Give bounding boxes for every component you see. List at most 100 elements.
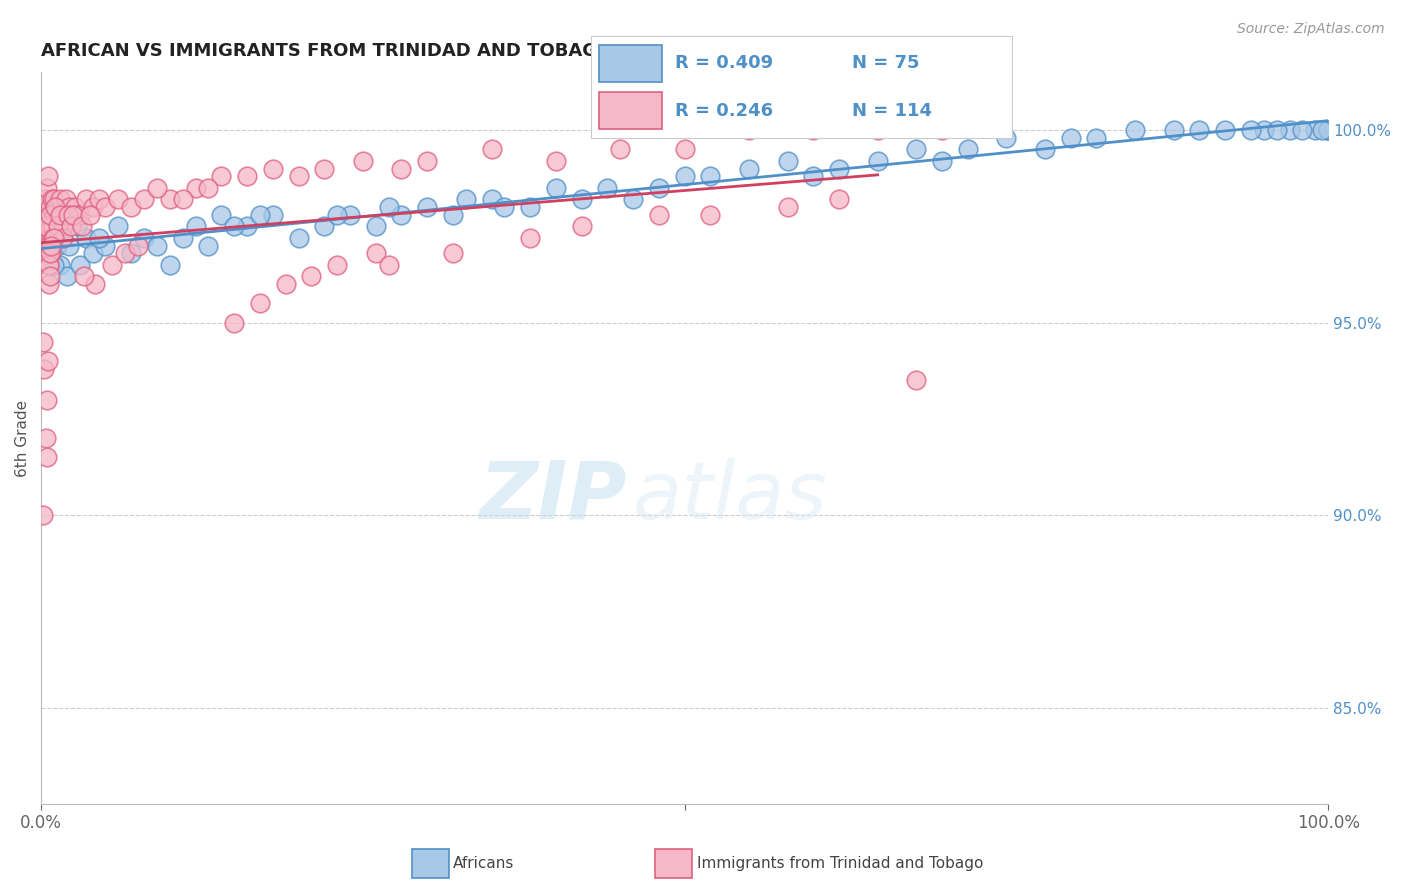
Point: [197, 181, 219, 195]
Point: [46, 208, 69, 222]
Point: [38, 208, 60, 222]
Point: [87, 193, 110, 207]
Point: [42, 219, 65, 234]
Point: [32, 200, 55, 214]
Point: [60, 208, 83, 222]
Point: [326, 208, 349, 222]
Point: [596, 181, 619, 195]
Point: [441, 208, 464, 222]
Point: [41, 208, 63, 222]
Point: [35, 246, 58, 260]
Point: [377, 200, 399, 214]
Point: [49, 258, 72, 272]
Point: [673, 143, 696, 157]
Point: [905, 374, 928, 388]
Point: [120, 246, 142, 260]
Point: [58, 238, 80, 252]
Point: [1317, 123, 1340, 137]
Point: [184, 181, 207, 195]
Point: [72, 269, 94, 284]
Point: [37, 238, 59, 252]
Point: [1163, 123, 1185, 137]
Point: [82, 246, 104, 260]
Point: [120, 200, 142, 214]
Point: [364, 219, 387, 234]
Point: [828, 193, 851, 207]
Point: [45, 200, 67, 214]
Text: Africans: Africans: [453, 856, 515, 871]
Point: [621, 193, 644, 207]
Point: [52, 219, 75, 234]
Point: [801, 123, 824, 137]
Point: [46, 219, 69, 234]
Point: [41, 246, 63, 260]
Point: [56, 208, 79, 222]
Point: [41, 231, 63, 245]
Point: [1060, 131, 1083, 145]
Point: [38, 258, 60, 272]
Point: [101, 258, 124, 272]
Point: [127, 238, 149, 252]
Point: [56, 269, 79, 284]
Point: [905, 143, 928, 157]
Point: [84, 277, 107, 292]
Point: [107, 193, 129, 207]
Point: [544, 153, 567, 168]
Point: [236, 169, 259, 184]
Point: [377, 258, 399, 272]
Point: [56, 208, 79, 222]
Point: [38, 269, 60, 284]
Point: [1253, 123, 1275, 137]
Point: [39, 200, 62, 214]
Point: [66, 208, 89, 222]
Point: [571, 219, 593, 234]
Point: [801, 169, 824, 184]
Point: [299, 269, 322, 284]
Point: [32, 334, 55, 349]
Point: [32, 219, 55, 234]
Point: [1033, 143, 1056, 157]
Point: [44, 200, 66, 214]
Point: [42, 193, 65, 207]
Point: [34, 231, 56, 245]
Y-axis label: 6th Grade: 6th Grade: [15, 400, 30, 476]
Point: [35, 219, 58, 234]
Text: AFRICAN VS IMMIGRANTS FROM TRINIDAD AND TOBAGO 6TH GRADE CORRELATION CHART: AFRICAN VS IMMIGRANTS FROM TRINIDAD AND …: [41, 42, 956, 60]
Point: [287, 169, 309, 184]
Point: [38, 277, 60, 292]
Point: [184, 219, 207, 234]
Point: [35, 431, 58, 445]
Point: [48, 219, 70, 234]
Point: [51, 208, 73, 222]
Point: [32, 362, 55, 376]
Point: [75, 231, 97, 245]
Point: [249, 296, 271, 310]
Point: [49, 193, 72, 207]
Point: [648, 208, 671, 222]
Text: N = 114: N = 114: [852, 102, 932, 120]
Point: [39, 208, 62, 222]
Point: [37, 238, 59, 252]
Point: [114, 246, 136, 260]
Point: [519, 200, 541, 214]
Point: [931, 153, 953, 168]
Point: [274, 277, 297, 292]
Point: [94, 238, 117, 252]
Point: [224, 316, 246, 330]
Point: [956, 143, 979, 157]
Point: [995, 131, 1018, 145]
Point: [44, 208, 66, 222]
Point: [699, 169, 721, 184]
Point: [159, 193, 181, 207]
Point: [738, 123, 761, 137]
Point: [481, 193, 503, 207]
Point: [209, 169, 232, 184]
Text: R = 0.246: R = 0.246: [675, 102, 773, 120]
Point: [494, 200, 516, 214]
Point: [146, 181, 169, 195]
Point: [828, 161, 851, 176]
Point: [648, 181, 671, 195]
Point: [197, 238, 219, 252]
Point: [1265, 123, 1288, 137]
Point: [62, 208, 84, 222]
